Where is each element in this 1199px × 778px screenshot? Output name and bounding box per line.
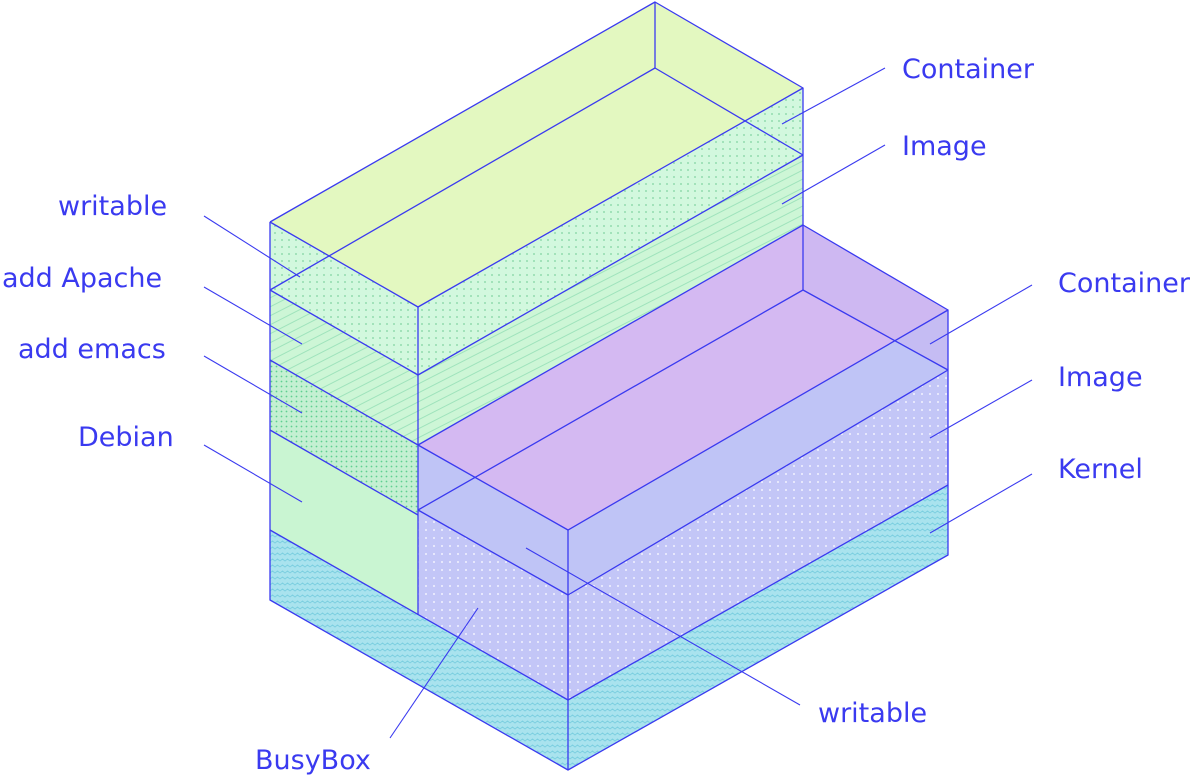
leader-writable-left bbox=[203, 215, 301, 278]
apache-front-pattern bbox=[270, 290, 418, 445]
leader-left-container bbox=[781, 67, 886, 125]
kernel-right-pattern bbox=[568, 485, 948, 770]
label-left-image: Image bbox=[902, 131, 987, 162]
left-image-side-pattern bbox=[418, 155, 803, 445]
right-writable-side bbox=[568, 310, 948, 595]
leader-right-image bbox=[929, 379, 1033, 439]
left-writable-side-pattern bbox=[418, 88, 803, 375]
label-add-apache: add Apache bbox=[2, 263, 162, 294]
label-right-image: Image bbox=[1058, 362, 1143, 393]
label-busybox: BusyBox bbox=[255, 745, 371, 776]
label-right-container: Container bbox=[1058, 268, 1191, 299]
diagram-edges bbox=[269, 1, 949, 771]
right-container-back bbox=[803, 225, 948, 370]
label-writable-left: writable bbox=[58, 191, 167, 222]
leader-left-image bbox=[781, 144, 886, 205]
leader-debian bbox=[203, 444, 303, 503]
kernel-front-pattern bbox=[270, 530, 568, 770]
label-writable-right: writable bbox=[818, 698, 927, 729]
label-kernel: Kernel bbox=[1058, 454, 1143, 485]
leader-busybox bbox=[389, 607, 479, 739]
right-container-top bbox=[418, 225, 948, 530]
leader-right-container bbox=[929, 284, 1033, 345]
leader-writable-right bbox=[525, 547, 801, 706]
kernel-layer bbox=[270, 485, 948, 770]
leader-add-apache bbox=[203, 286, 303, 345]
emacs-front-pattern bbox=[270, 360, 418, 515]
right-writable-front bbox=[418, 445, 568, 595]
left-container-top bbox=[270, 2, 803, 307]
label-debian: Debian bbox=[78, 422, 174, 453]
leader-add-emacs bbox=[203, 355, 303, 414]
left-writable-pattern bbox=[270, 222, 418, 375]
left-stack bbox=[270, 2, 803, 615]
labels: Container Image writable add Apache add … bbox=[2, 54, 1191, 776]
leader-lines bbox=[203, 67, 1033, 739]
debian-front-face bbox=[270, 430, 418, 615]
label-left-container: Container bbox=[902, 54, 1035, 85]
leader-kernel bbox=[929, 473, 1033, 534]
label-add-emacs: add emacs bbox=[18, 334, 166, 365]
busybox-right-pattern bbox=[568, 370, 948, 700]
